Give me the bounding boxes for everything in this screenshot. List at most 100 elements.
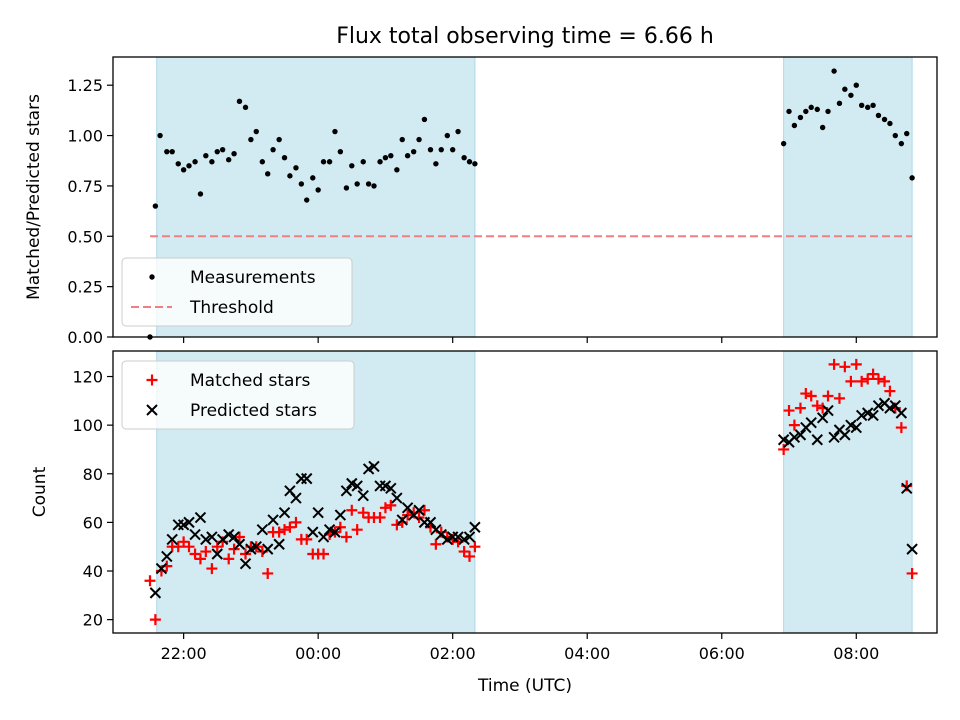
x-tick-label: 08:00	[833, 644, 879, 663]
matched-star-point	[800, 388, 812, 400]
measurement-point	[320, 159, 327, 165]
matched-star-point	[228, 543, 240, 555]
y-tick-label: 0.50	[67, 227, 103, 246]
predicted-star-point	[413, 504, 425, 516]
matched-star-point	[223, 553, 235, 565]
predicted-star-point	[788, 431, 801, 444]
matched-star-point	[850, 358, 862, 370]
measurement-point	[164, 148, 170, 155]
y-tick-label: 1.00	[67, 127, 103, 146]
measurement-point	[399, 136, 405, 143]
x-tick-label: 06:00	[699, 644, 745, 663]
matched-star-point	[402, 509, 414, 521]
matched-star-point	[839, 361, 851, 373]
predicted-star-point	[267, 514, 279, 526]
predicted-star-point	[901, 482, 913, 495]
measurement-point	[259, 159, 266, 165]
count-panel-frame	[112, 350, 938, 634]
measurement-point	[270, 146, 276, 153]
predicted-star-point	[424, 516, 437, 529]
measurement-point	[786, 108, 792, 115]
count-x-ticks: 22:00 00:00 02:00 04:00 06:00 08:00	[161, 633, 879, 663]
predicted-star-point	[194, 511, 207, 524]
predicted-star-point	[452, 531, 464, 543]
legend-label-threshold: Threshold	[189, 298, 274, 318]
measurement-point	[881, 116, 888, 123]
y-tick-label: 0.25	[67, 278, 103, 297]
measurement-point	[438, 146, 444, 153]
measurement-point	[371, 183, 377, 189]
measurement-point	[449, 146, 456, 153]
measurement-point	[175, 161, 181, 167]
measurement-point	[287, 173, 293, 179]
matched-star-point	[290, 516, 302, 528]
matched-star-point	[301, 533, 313, 545]
measurement-point	[427, 146, 434, 153]
matched-star-point	[346, 504, 358, 516]
predicted-star-point	[239, 558, 252, 570]
measurement-point	[219, 146, 226, 153]
legend-label-predicted: Predicted stars	[190, 401, 317, 421]
measurement-point	[780, 140, 787, 147]
predicted-star-point	[906, 543, 918, 555]
matched-star-point	[200, 546, 212, 558]
measurement-point	[865, 104, 871, 111]
x-tick-label: 04:00	[564, 644, 610, 663]
measurement-point	[382, 155, 389, 161]
y-tick-label: 0.00	[67, 328, 103, 347]
matched-star-point	[262, 567, 274, 579]
x-axis-label: Time (UTC)	[477, 676, 572, 696]
measurement-point	[461, 155, 467, 161]
measurement-point	[236, 98, 243, 105]
measurement-point	[416, 136, 422, 143]
predicted-star-point	[200, 533, 212, 546]
measurement-point	[337, 148, 344, 155]
measurement-point	[209, 159, 215, 165]
predicted-star-point	[828, 431, 840, 444]
matched-star-point	[884, 385, 896, 397]
ratio-panel: 0.00 0.25 0.50 0.75 1.00 1.25 Matched/Predict…	[24, 56, 938, 347]
predicted-star-point	[867, 409, 879, 422]
measurement-point	[265, 171, 271, 177]
matched-star-point	[458, 546, 470, 558]
measurement-points	[147, 68, 915, 340]
measurement-point	[186, 163, 192, 169]
matched-star-point	[872, 373, 884, 385]
legend-label-matched: Matched stars	[190, 371, 310, 391]
y-tick-label: 0.75	[67, 177, 103, 196]
predicted-star-point	[211, 548, 223, 560]
legend-box	[121, 257, 353, 327]
predicted-star-point	[161, 550, 173, 563]
predicted-star-point	[816, 412, 829, 424]
measurement-point	[444, 132, 451, 139]
predicted-star-point	[290, 492, 302, 504]
observing-window	[783, 56, 913, 338]
matched-star-point	[805, 390, 817, 402]
predicted-star-point	[368, 460, 380, 473]
predicted-star-points	[149, 397, 918, 599]
measurement-point	[904, 130, 910, 137]
x-tick-label: 02:00	[430, 644, 476, 663]
measurement-point	[831, 68, 837, 74]
predicted-star-point	[895, 407, 908, 419]
measurement-point	[315, 187, 321, 193]
measurement-point	[343, 185, 350, 191]
count-y-axis-label: Count	[30, 466, 50, 517]
measurement-point	[858, 102, 865, 109]
matched-star-point	[794, 402, 806, 414]
predicted-star-point	[839, 429, 851, 441]
measurement-point	[909, 175, 915, 181]
matched-star-point	[172, 541, 184, 553]
predicted-star-point	[391, 492, 403, 504]
matched-star-point	[240, 548, 252, 560]
predicted-star-point	[872, 399, 885, 412]
matched-star-point	[194, 553, 206, 565]
predicted-star-point	[329, 526, 341, 538]
matched-star-point	[833, 392, 845, 404]
measurement-point	[157, 132, 163, 139]
matched-star-point	[211, 541, 223, 553]
measurement-point	[803, 108, 809, 115]
matched-star-point	[845, 375, 857, 387]
matched-star-point	[318, 548, 330, 560]
matched-star-point	[206, 563, 218, 575]
